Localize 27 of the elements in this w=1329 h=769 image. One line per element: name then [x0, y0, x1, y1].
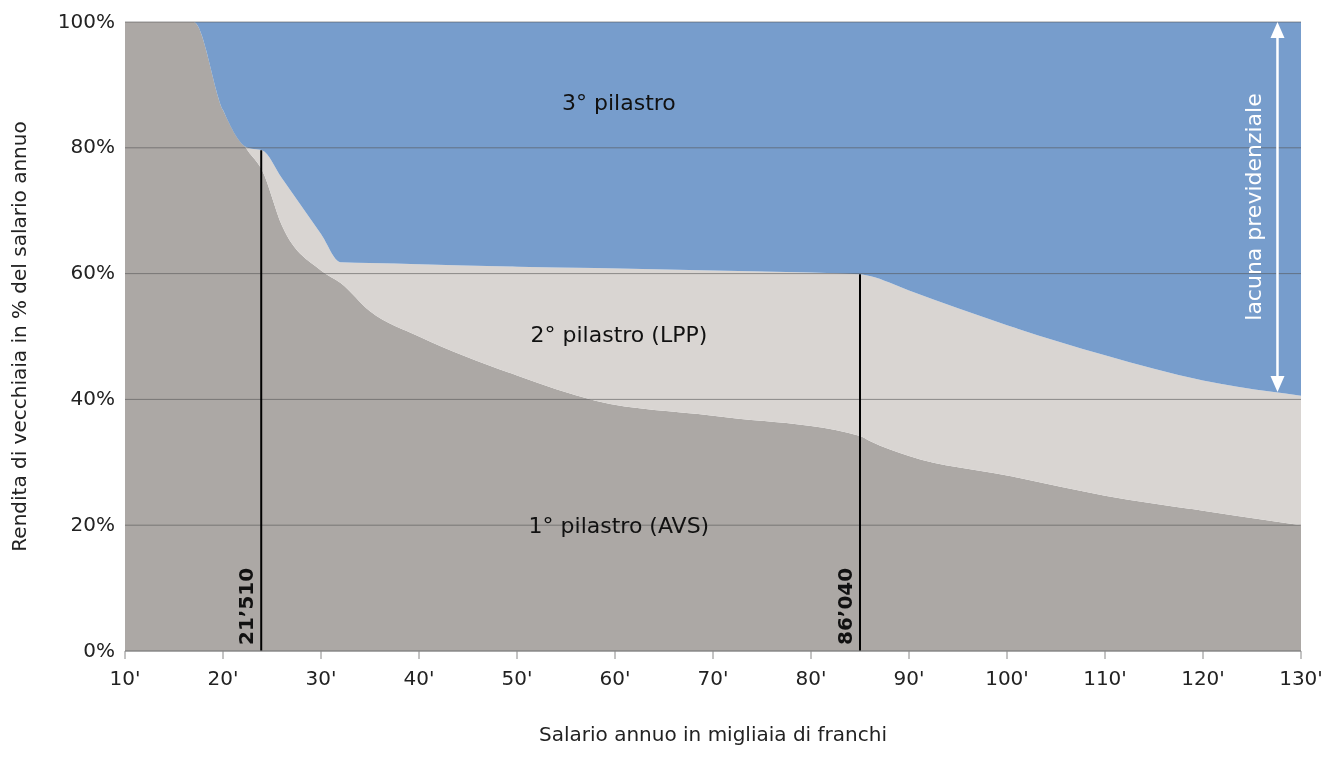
- ref-line-label: 86’040: [833, 567, 857, 645]
- x-axis-title: Salario annuo in migliaia di franchi: [539, 722, 887, 746]
- x-tick-label: 50': [501, 666, 533, 690]
- x-tick-label: 20': [207, 666, 239, 690]
- ref-line-label: 21’510: [234, 567, 259, 645]
- x-tick-label: 80': [795, 666, 827, 690]
- x-tick-label: 10': [109, 666, 141, 690]
- x-tick-label: 130': [1279, 666, 1323, 690]
- y-axis-title: Rendita di vecchiaia in % del salario annuo: [7, 121, 31, 552]
- x-tick-label: 60': [599, 666, 631, 690]
- x-tick-label: 70': [697, 666, 729, 690]
- y-tick-label: 20%: [70, 511, 115, 536]
- series-label: 3° pilastro: [562, 90, 676, 116]
- series-label: 2° pilastro (LPP): [530, 322, 708, 348]
- y-tick-label: 60%: [70, 260, 115, 285]
- x-tick-label: 100': [985, 666, 1029, 690]
- y-tick-label: 80%: [70, 134, 115, 159]
- x-tick-label: 120': [1181, 666, 1225, 690]
- annotation: lacuna previdenziale: [1241, 93, 1267, 321]
- x-tick-label: 90': [893, 666, 925, 690]
- y-tick-label: 40%: [70, 385, 115, 410]
- x-tick-label: 30': [305, 666, 337, 690]
- x-tick-label: 40': [403, 666, 435, 690]
- y-tick-label: 100%: [57, 8, 115, 33]
- x-tick-label: 110': [1083, 666, 1127, 690]
- series-label: 1° pilastro (AVS): [528, 513, 710, 539]
- y-tick-label: 0%: [83, 637, 115, 662]
